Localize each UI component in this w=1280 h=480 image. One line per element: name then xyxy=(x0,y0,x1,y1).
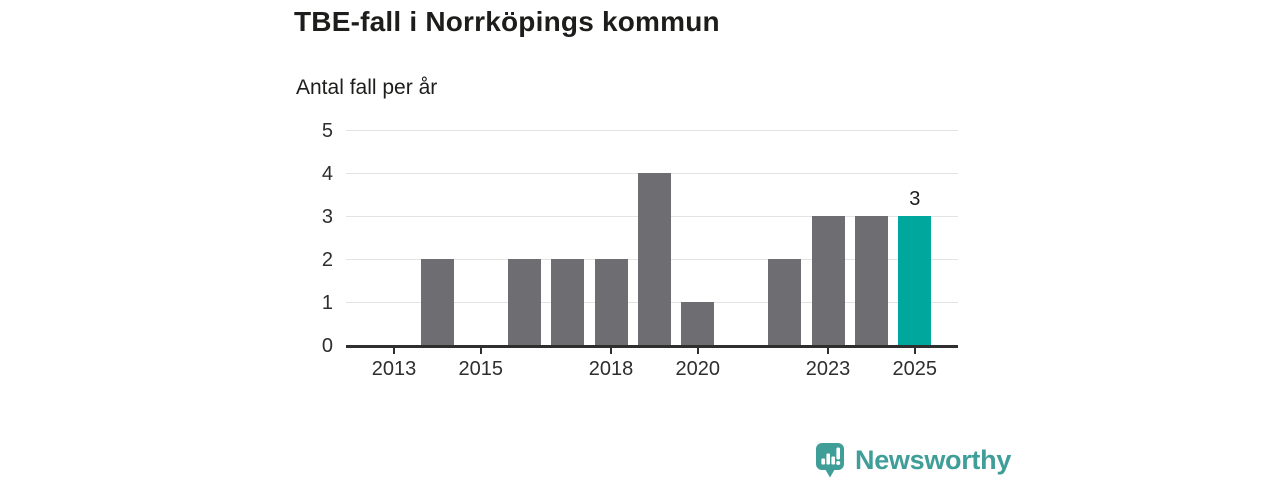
bar-value-label: 3 xyxy=(909,188,921,210)
chart-subtitle: Antal fall per år xyxy=(296,76,438,99)
bar-2025 xyxy=(898,216,932,345)
y-axis-label: 0 xyxy=(321,335,333,357)
x-axis-line xyxy=(346,345,958,348)
x-axis-label: 2013 xyxy=(371,358,417,380)
bar-2017 xyxy=(551,259,585,345)
y-axis-label: 5 xyxy=(321,120,333,142)
x-axis-tick xyxy=(610,348,612,354)
x-axis-tick xyxy=(913,348,916,354)
y-axis-label: 2 xyxy=(321,249,333,271)
x-axis-tick xyxy=(827,348,829,354)
chart-title: TBE-fall i Norrköpings kommun xyxy=(294,6,720,37)
newsworthy-speech-bubble-bar-chart-icon xyxy=(816,443,844,478)
x-axis-tick xyxy=(479,348,482,354)
newsworthy-wordmark: Newsworthy xyxy=(855,445,1012,475)
x-axis-tick xyxy=(393,348,395,354)
bar-2023 xyxy=(811,216,845,345)
bar-2018 xyxy=(594,259,628,345)
gridline xyxy=(346,130,958,131)
bar-2024 xyxy=(854,216,888,345)
bar-2016 xyxy=(507,259,541,345)
y-axis-label: 1 xyxy=(321,292,333,314)
bar-2022 xyxy=(768,259,802,345)
y-axis-label: 4 xyxy=(321,163,333,185)
bar-2020 xyxy=(681,302,715,345)
x-axis-label: 2015 xyxy=(458,358,504,380)
newsworthy-logo[interactable]: Newsworthy xyxy=(815,442,1011,480)
y-axis-label: 3 xyxy=(321,206,333,228)
bar-2019 xyxy=(637,173,671,345)
x-axis-label: 2025 xyxy=(892,358,938,380)
x-axis-tick xyxy=(696,348,699,354)
bar-2014 xyxy=(420,259,454,345)
x-axis-label: 2020 xyxy=(675,358,721,380)
x-axis-label: 2018 xyxy=(588,358,634,380)
x-axis-label: 2023 xyxy=(805,358,851,380)
